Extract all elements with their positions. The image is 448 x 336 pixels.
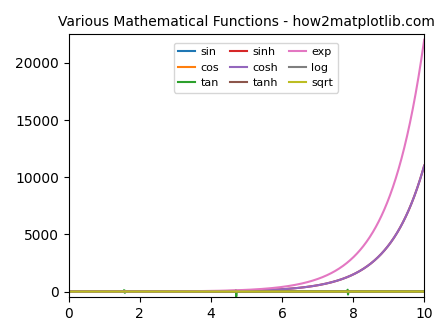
exp [223, 289, 228, 293]
log [343, 290, 349, 294]
sinh [66, 290, 71, 294]
cosh [223, 289, 228, 293]
tanh [349, 290, 355, 294]
cosh [343, 276, 349, 280]
exp [349, 256, 355, 260]
exp [310, 279, 315, 283]
Title: Various Mathematical Functions - how2matplotlib.com: Various Mathematical Functions - how2mat… [58, 15, 435, 29]
sin [223, 290, 228, 294]
sin [233, 290, 239, 294]
sin [122, 290, 127, 294]
Line: exp: exp [69, 40, 424, 292]
log [422, 290, 427, 294]
sinh [349, 273, 355, 277]
log [210, 290, 215, 294]
cosh [210, 289, 215, 293]
cosh [422, 164, 427, 168]
sinh [102, 290, 108, 294]
cos [178, 290, 183, 294]
exp [102, 290, 108, 294]
log [310, 290, 315, 294]
tanh [223, 290, 228, 294]
sqrt [422, 290, 427, 294]
log [102, 290, 108, 294]
cos [422, 290, 427, 294]
cosh [102, 290, 108, 294]
tanh [66, 290, 71, 294]
cosh [349, 273, 355, 277]
tan [344, 289, 349, 293]
sqrt [102, 290, 108, 294]
log [223, 290, 228, 294]
cos [344, 290, 349, 294]
sin [344, 290, 349, 294]
sinh [343, 276, 349, 280]
tanh [310, 290, 315, 294]
sin [102, 290, 108, 294]
sin [210, 290, 215, 294]
sin [422, 290, 427, 294]
Line: sinh: sinh [69, 166, 424, 292]
tan [210, 290, 215, 294]
cos [66, 290, 71, 294]
exp [210, 289, 215, 293]
sinh [210, 289, 215, 293]
tan [66, 290, 71, 294]
cos [102, 290, 108, 294]
sqrt [66, 290, 71, 294]
Legend: sin, cos, tan, sinh, cosh, tanh, exp, log, sqrt: sin, cos, tan, sinh, cosh, tanh, exp, lo… [174, 43, 338, 92]
exp [343, 262, 349, 266]
exp [66, 290, 71, 294]
tanh [210, 290, 215, 294]
cosh [66, 290, 71, 294]
Line: cosh: cosh [69, 166, 424, 292]
sin [311, 290, 316, 294]
cosh [310, 284, 315, 288]
sqrt [349, 290, 355, 294]
tanh [343, 290, 349, 294]
tan [223, 290, 228, 294]
tan [102, 290, 108, 294]
sinh [422, 164, 427, 168]
sinh [310, 284, 315, 288]
Line: tan: tan [69, 290, 424, 296]
tan [310, 290, 316, 294]
exp [422, 38, 427, 42]
tan [422, 290, 427, 294]
sin [66, 290, 71, 294]
cos [223, 290, 228, 294]
cos [350, 290, 355, 294]
sqrt [210, 290, 215, 294]
sqrt [223, 290, 228, 294]
log [349, 290, 355, 294]
tan [350, 290, 355, 294]
tanh [422, 290, 427, 294]
tanh [102, 290, 108, 294]
sinh [223, 289, 228, 293]
cos [210, 290, 215, 294]
cos [310, 290, 316, 294]
sin [350, 290, 356, 294]
sqrt [343, 290, 349, 294]
sqrt [310, 290, 315, 294]
